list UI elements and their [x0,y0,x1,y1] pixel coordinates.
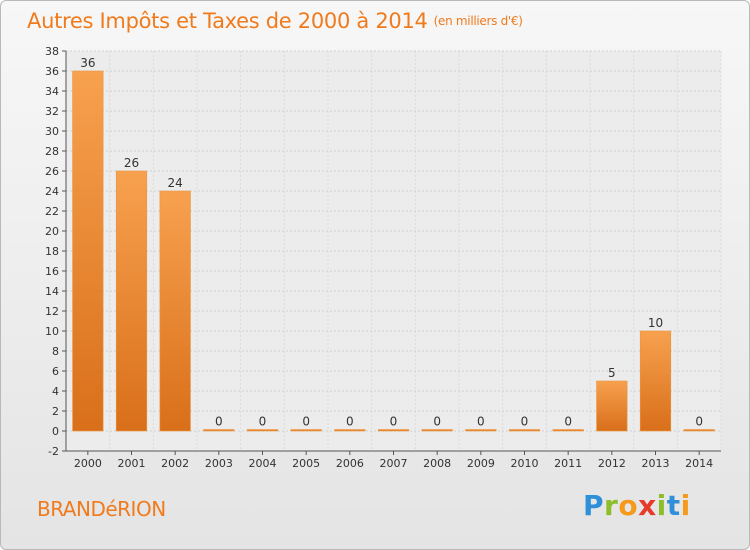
title-text: Autres Impôts et Taxes de 2000 à 2014 [27,9,428,33]
y-tick-label: 14 [45,285,59,298]
y-tick-label: 10 [45,325,59,338]
y-tick-label: -2 [48,445,59,458]
data-label: 0 [302,415,310,429]
y-tick-label: 32 [45,105,59,118]
y-tick-label: 12 [45,305,59,318]
title-unit: (en milliers d'€) [433,14,523,28]
data-label: 0 [390,415,398,429]
logo-letter: o [618,489,639,522]
bars [72,70,715,432]
y-tick-label: 2 [52,405,59,418]
x-tick-label: 2010 [511,457,539,470]
logo-letter: i [680,489,691,522]
data-label: 0 [259,415,267,429]
data-label: 0 [215,415,223,429]
logo-letter: x [638,489,657,522]
y-tick-label: 22 [45,205,59,218]
y-tick-label: 6 [52,365,59,378]
data-label: 0 [564,415,572,429]
y-tick-label: 38 [45,45,59,58]
bar-2005 [290,429,322,432]
data-label: 10 [648,316,663,330]
data-label: 5 [608,366,616,380]
logo-letter: t [666,489,681,522]
x-tick-label: 2003 [205,457,233,470]
bar-2002 [159,190,191,432]
bar-2004 [246,429,279,432]
chart-title: Autres Impôts et Taxes de 2000 à 2014 (en… [27,9,523,33]
y-tick-label: 30 [45,125,59,138]
bar-2011 [552,429,584,432]
axes [62,50,721,455]
x-tick-label: 2001 [118,457,146,470]
bar-2006 [334,429,366,432]
x-tick-label: 2006 [336,457,364,470]
y-tick-label: 16 [45,265,59,278]
data-label: 0 [477,415,485,429]
x-tick-label: 2004 [249,457,277,470]
bar-2007 [377,429,410,432]
x-tick-label: 2000 [74,457,102,470]
y-tick-label: 18 [45,245,59,258]
commune-name: BRANDéRION [37,497,166,521]
logo-letter: i [656,489,667,522]
x-tick-label: 2014 [685,457,713,470]
y-tick-label: 0 [52,425,59,438]
y-tick-label: 34 [45,85,59,98]
y-tick-label: 24 [45,185,59,198]
bar-2013 [639,330,672,432]
y-tick-label: 26 [45,165,59,178]
y-tick-label: 8 [52,345,59,358]
x-tick-label: 2008 [423,457,451,470]
data-label: 0 [433,415,441,429]
y-tick-label: 28 [45,145,59,158]
bar-2001 [115,170,148,432]
logo-letter: r [604,489,619,522]
x-tick-label: 2002 [161,457,189,470]
data-label: 26 [124,156,139,170]
y-tick-label: 36 [45,65,59,78]
data-label: 0 [346,415,354,429]
data-label: 0 [695,415,703,429]
x-tick-label: 2009 [467,457,495,470]
bar-2000 [72,70,104,432]
bar-2003 [203,429,235,432]
y-tick-label: 20 [45,225,59,238]
logo-letter: P [583,489,605,522]
bar-2012 [596,380,628,432]
data-label: 0 [521,415,529,429]
bar-2014 [683,429,715,432]
x-tick-label: 2012 [598,457,626,470]
x-tick-label: 2007 [380,457,408,470]
bar-2009 [465,429,497,432]
bar-2008 [421,429,453,432]
labels: -202468101214161820222426283032343638362… [45,45,713,470]
bar-2010 [508,429,541,432]
x-tick-label: 2005 [292,457,320,470]
data-label: 24 [168,176,183,190]
x-tick-label: 2013 [642,457,670,470]
data-label: 36 [80,56,95,70]
y-tick-label: 4 [52,385,59,398]
proxiti-logo: Proxiti [583,489,691,522]
x-tick-label: 2011 [554,457,582,470]
